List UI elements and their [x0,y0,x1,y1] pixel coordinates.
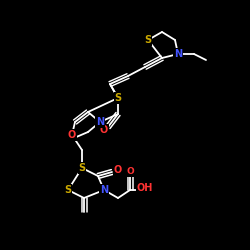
Text: O: O [126,168,134,176]
Text: O: O [68,130,76,140]
Text: S: S [144,35,152,45]
Text: N: N [174,49,182,59]
Text: S: S [78,163,86,173]
Text: OH: OH [137,183,153,193]
Text: N: N [96,117,104,127]
Text: S: S [114,93,121,103]
Text: O: O [100,125,108,135]
Text: O: O [114,165,122,175]
Text: S: S [64,185,71,195]
Text: N: N [100,185,108,195]
